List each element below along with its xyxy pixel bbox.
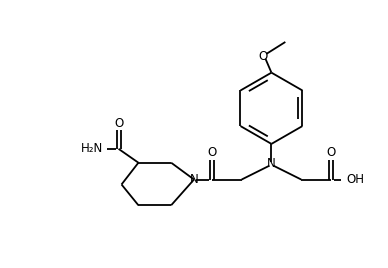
Text: O: O [114,117,123,130]
Text: N: N [190,173,198,186]
Text: OH: OH [346,173,364,186]
Text: H₂N: H₂N [80,142,103,155]
Text: O: O [207,146,217,159]
Text: N: N [267,157,276,170]
Text: O: O [326,146,336,159]
Text: O: O [259,50,268,63]
